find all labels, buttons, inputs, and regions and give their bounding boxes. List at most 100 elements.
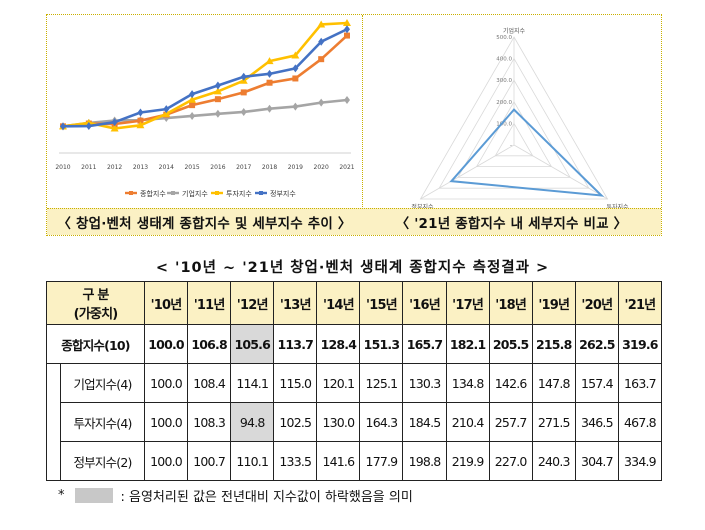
radar-tick-label: - <box>510 143 512 149</box>
charts-panel: 2010 2011 2012 2013 2014 2015 2016 2017 2018 2019… <box>46 14 662 236</box>
x-tick-label: 2014 <box>159 164 174 171</box>
radar-axis-label: 기업지수 <box>503 27 526 35</box>
data-point <box>214 96 221 103</box>
radar-tick-label: 500.0 <box>496 35 512 41</box>
table-title: < '10년 ~ '21년 창업·벤처 생태계 종합지수 측정결과 > <box>155 260 550 276</box>
value-cell: 262.5 <box>574 324 619 364</box>
legend-label: 정부지수 <box>270 189 296 198</box>
table-row: 기업지수(4) 100.0 108.4 114.1 115.0 120.1 125.1 130… <box>46 363 663 403</box>
data-point <box>111 118 118 127</box>
table-header-row: 구 분 (가중치) '10년 '11년 '12년 '13년 '14년 '15년 '16년 '17년… <box>45 281 663 325</box>
radar-gridline <box>457 79 571 178</box>
value-cell: 184.5 <box>402 402 447 442</box>
value-cell: 125.1 <box>359 363 404 403</box>
data-point <box>344 32 350 39</box>
x-tick-label: 2021 <box>339 164 354 171</box>
data-point <box>137 108 144 117</box>
value-cell: 134.8 <box>445 363 490 403</box>
radar-value-polygon <box>449 108 605 197</box>
radar-spoke <box>420 144 515 200</box>
value-cell: 100.7 <box>187 441 232 481</box>
data-point <box>189 90 196 99</box>
value-cell: 215.8 <box>531 324 576 364</box>
radar-axis-label: 투자지수 <box>606 203 629 210</box>
value-cell: 102.5 <box>273 402 318 442</box>
year-header-cell: '16년 <box>402 281 447 325</box>
x-tick-label: 2010 <box>55 164 70 171</box>
series-line <box>62 98 348 128</box>
value-cell: 157.4 <box>574 363 619 403</box>
value-cell: 147.8 <box>531 363 576 403</box>
value-cell: 94.8 <box>230 402 275 442</box>
row-label-cell: 투자지수(4) <box>59 402 146 442</box>
data-point <box>137 117 144 124</box>
data-point <box>214 81 221 90</box>
data-point <box>344 96 350 105</box>
x-tick-label: 2013 <box>133 164 148 171</box>
radar-chart-caption: 〈 '21년 종합지수 내 세부지수 비교 〉 <box>395 216 628 232</box>
value-cell: 115.0 <box>273 363 318 403</box>
footnote-asterisk: * <box>58 488 65 503</box>
table-row: 정부지수(2) 100.0 100.7 110.1 133.5 141.6 177.9 198… <box>46 441 663 481</box>
value-cell: 105.6 <box>230 324 275 364</box>
value-cell: 198.8 <box>402 441 447 481</box>
value-cell: 113.7 <box>273 324 318 364</box>
value-cell: 182.1 <box>445 324 490 364</box>
data-point <box>214 109 221 118</box>
series-line <box>62 28 348 128</box>
value-cell: 165.7 <box>402 324 447 364</box>
radar-tick-label: 400.0 <box>496 57 512 63</box>
x-tick-label: 2020 <box>314 164 329 171</box>
x-tick-label: 2018 <box>262 164 277 171</box>
value-cell: 334.9 <box>617 441 663 481</box>
value-cell: 164.3 <box>359 402 404 442</box>
value-cell: 114.1 <box>230 363 275 403</box>
radar-tick-label: 300.0 <box>496 78 512 84</box>
table-row: 종합지수(10) 100.0 106.8 105.6 113.7 128.4 151.3 16… <box>45 324 663 364</box>
row-label-cell: 기업지수(4) <box>59 363 146 403</box>
value-cell: 141.6 <box>316 441 361 481</box>
value-cell: 319.6 <box>617 324 663 364</box>
data-point <box>240 72 247 81</box>
radar-gridline <box>494 122 534 157</box>
value-cell: 100.0 <box>144 363 189 403</box>
footnote-text: : 음영처리된 값은 전년대비 지수값이 하락했음을 의미 <box>120 490 413 505</box>
data-point <box>317 20 326 28</box>
year-header-cell: '17년 <box>445 281 490 325</box>
data-point <box>344 25 350 34</box>
data-point <box>240 89 247 96</box>
value-cell: 257.7 <box>488 402 533 442</box>
x-tick-label: 2017 <box>236 164 251 171</box>
data-point <box>240 107 247 116</box>
x-tick-label: 2012 <box>107 164 122 171</box>
data-point <box>163 105 170 114</box>
radar-axis-label: 정부지수 <box>411 203 434 210</box>
year-header-cell: '18년 <box>488 281 533 325</box>
data-point <box>266 79 273 86</box>
data-point <box>343 19 351 26</box>
indent-cell <box>46 441 61 481</box>
series-line <box>62 21 348 130</box>
radar-gridline <box>419 36 609 200</box>
value-cell: 205.5 <box>488 324 533 364</box>
radar-tick-label: 200.0 <box>496 100 512 106</box>
results-table: 구 분 (가중치) '10년 '11년 '12년 '13년 '14년 '15년 '16년 '17년… <box>45 281 663 481</box>
value-cell: 100.0 <box>144 402 189 442</box>
value-cell: 210.4 <box>445 402 490 442</box>
value-cell: 130.3 <box>402 363 447 403</box>
legend-label: 투자지수 <box>226 189 252 198</box>
data-point <box>318 98 325 107</box>
data-point <box>110 124 119 132</box>
header-category-cell: 구 분 (가중치) <box>45 281 146 325</box>
value-cell: 240.3 <box>531 441 576 481</box>
chart-captions: 〈 창업·벤처 생태계 종합지수 및 세부지수 추이 〉 〈 '21년 종합지수… <box>47 208 661 235</box>
x-tick-label: 2015 <box>184 164 199 171</box>
row-label-cell: 종합지수(10) <box>45 324 146 364</box>
table-row: 투자지수(4) 100.0 108.3 94.8 102.5 130.0 164.3 184.… <box>46 402 663 442</box>
value-cell: 108.4 <box>187 363 232 403</box>
data-point <box>189 111 196 120</box>
legend-marker <box>215 191 219 195</box>
legend-label: 종합지수 <box>140 189 166 198</box>
radar-spoke <box>513 144 608 200</box>
